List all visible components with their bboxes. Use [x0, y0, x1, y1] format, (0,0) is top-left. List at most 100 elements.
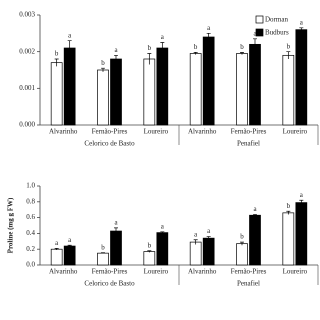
error-bar: [114, 54, 118, 63]
bar: [63, 47, 76, 126]
error-bar: [299, 199, 304, 205]
bar: [202, 237, 215, 266]
bar: [295, 202, 308, 266]
group-label: Penafiel: [237, 140, 260, 148]
error-bar: [67, 244, 72, 247]
bar: [50, 248, 63, 266]
bar: [143, 251, 156, 266]
significance-letter: a: [300, 18, 304, 26]
error-bar: [54, 58, 59, 67]
error-bar: [160, 42, 165, 54]
bar: [156, 47, 169, 126]
x-tick-label: Alvarinho: [188, 268, 217, 276]
x-tick-label: Fernão-Pires: [231, 268, 267, 276]
group-label: Celorico de Basto: [84, 140, 135, 148]
significance-letter: b: [287, 42, 291, 50]
error-bar: [286, 210, 291, 215]
x-tick-label: Loureiro: [283, 268, 308, 276]
y-tick-label: 1.0: [26, 182, 35, 190]
significance-letter: a: [161, 33, 165, 41]
x-tick-label: Fernão-Pires: [92, 128, 128, 136]
error-bar: [147, 53, 152, 65]
bar: [236, 53, 248, 126]
bar: [63, 245, 76, 266]
significance-letter: a: [68, 236, 72, 244]
significance-letter: b: [287, 202, 291, 210]
y-tick-label: 0.2: [26, 245, 35, 253]
significance-letter: a: [253, 205, 257, 213]
error-bar: [286, 51, 291, 59]
bar: [156, 232, 169, 266]
bar: [97, 252, 109, 266]
y-axis-label: Proline (mg g FW): [7, 197, 15, 253]
bar: [282, 212, 295, 266]
legend-swatch: [255, 15, 264, 24]
legend-label: Dorman: [265, 16, 288, 24]
group-label: Penafiel: [237, 280, 260, 288]
bar: [282, 54, 295, 126]
error-bar: [206, 236, 211, 240]
x-tick-label: Alvarinho: [49, 128, 78, 136]
significance-letter: b: [101, 59, 105, 67]
error-bar: [67, 40, 72, 56]
bar: [97, 69, 109, 126]
significance-letter: a: [300, 191, 304, 199]
x-tick-label: Fernão-Pires: [92, 268, 128, 276]
error-bar: [54, 248, 59, 250]
error-bar: [114, 227, 118, 235]
significance-letter: a: [68, 31, 72, 39]
error-bar: [253, 214, 257, 217]
y-tick-label: 0.4: [26, 229, 35, 237]
significance-letter: a: [207, 227, 211, 235]
y-tick-label: 0.002: [19, 47, 35, 55]
significance-letter: a: [114, 46, 118, 54]
legend-label: Budburs: [265, 29, 289, 37]
error-bar: [160, 231, 165, 234]
error-bar: [206, 32, 211, 41]
significance-letter: a: [161, 222, 165, 230]
x-tick-label: Loureiro: [144, 268, 169, 276]
y-tick-label: 0.000: [19, 121, 35, 129]
error-bar: [240, 241, 244, 246]
x-tick-label: Alvarinho: [49, 268, 78, 276]
x-tick-label: Fernão-Pires: [231, 128, 267, 136]
significance-letter: b: [55, 50, 59, 58]
error-bar: [193, 239, 198, 245]
error-bar: [101, 252, 105, 254]
error-bar: [240, 52, 244, 55]
error-bar: [193, 52, 198, 55]
significance-letter: b: [148, 44, 152, 52]
significance-letter: a: [194, 230, 198, 238]
bar: [249, 214, 261, 266]
y-tick-label: 0.001: [19, 84, 35, 92]
bar: [236, 243, 248, 266]
error-bar: [299, 27, 304, 32]
y-tick-label: 0.8: [26, 197, 35, 205]
error-bar: [253, 38, 257, 50]
x-tick-label: Alvarinho: [188, 128, 217, 136]
bar: [110, 58, 122, 126]
error-bar: [101, 67, 105, 72]
bar: [249, 43, 261, 126]
significance-letter: a: [207, 24, 211, 32]
legend-swatch: [255, 28, 264, 37]
group-label: Celorico de Basto: [84, 280, 135, 288]
y-tick-label: 0.0: [26, 261, 35, 269]
x-tick-label: Loureiro: [144, 128, 169, 136]
significance-letter: b: [240, 233, 244, 241]
significance-letter: b: [148, 241, 152, 249]
error-bar: [147, 250, 152, 253]
bar: [143, 58, 156, 126]
significance-letter: b: [240, 43, 244, 51]
bar: [295, 29, 308, 126]
bar: [50, 62, 63, 126]
significance-letter: a: [114, 218, 118, 226]
x-tick-label: Loureiro: [283, 128, 308, 136]
bar: [110, 230, 122, 266]
y-tick-label: 0.6: [26, 213, 35, 221]
bar: [202, 36, 215, 126]
significance-letter: b: [194, 43, 198, 51]
bar: [189, 241, 202, 266]
significance-letter: a: [253, 29, 257, 37]
